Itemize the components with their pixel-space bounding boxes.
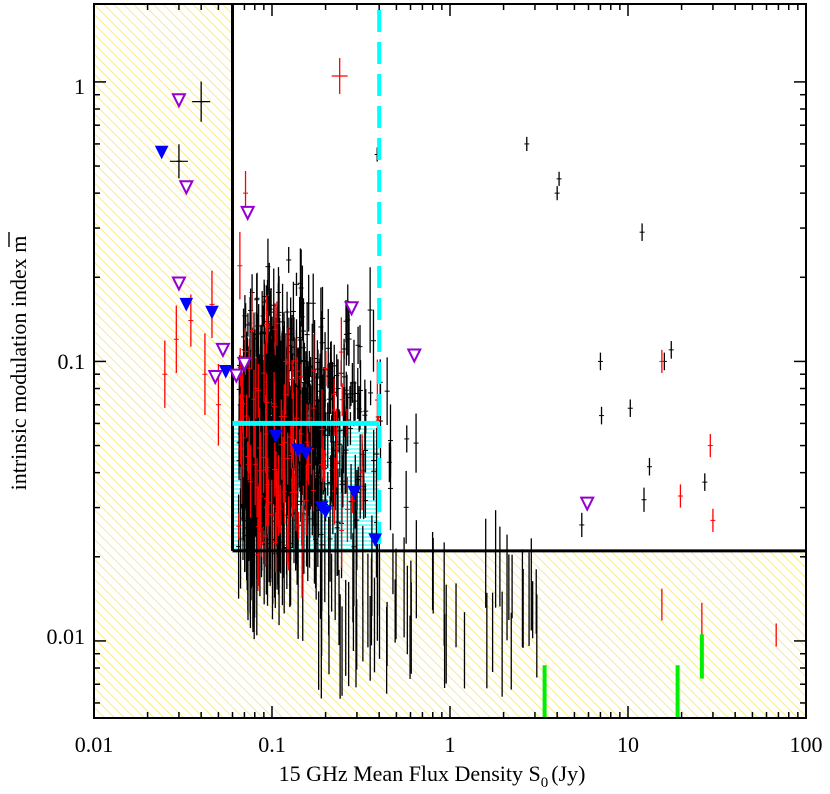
blue-upper-limit bbox=[179, 297, 194, 312]
violet-upper-limit bbox=[207, 369, 223, 386]
blue-upper-limit bbox=[299, 446, 313, 461]
axis-ticks bbox=[93, 4, 806, 718]
x-tick-label-2: 1 bbox=[445, 732, 456, 757]
blue-upper-limit bbox=[205, 305, 219, 320]
violet-upper-limit bbox=[579, 496, 595, 512]
violet-upper-limit bbox=[343, 301, 360, 317]
blue-upper-limit bbox=[347, 485, 362, 500]
violet-upper-limit bbox=[171, 93, 187, 109]
boundary-lines bbox=[231, 4, 806, 553]
x-tick-label-3: 10 bbox=[617, 732, 639, 757]
x-axis-title-unit: (Jy) bbox=[551, 761, 585, 786]
blue-upper-limit bbox=[368, 533, 383, 547]
hatch-left-strip bbox=[94, 4, 233, 718]
x-tick-label-4: 100 bbox=[790, 732, 823, 757]
y-tick-label-1: 0.1 bbox=[58, 349, 86, 374]
violet-upper-limit bbox=[406, 348, 422, 364]
x-tick-label-0: 0.01 bbox=[75, 732, 114, 757]
violet-upper-limit bbox=[215, 342, 231, 359]
y-axis-title: intrinsic modulation index m bbox=[6, 236, 31, 491]
x-axis-title-main: 15 GHz Mean Flux Density S bbox=[279, 761, 541, 786]
x-tick-label-1: 0.1 bbox=[258, 732, 286, 757]
green-points bbox=[542, 634, 704, 718]
blue-upper-limit bbox=[268, 429, 283, 444]
y-tick-label-2: 1 bbox=[74, 74, 85, 99]
y-tick-label-0: 0.01 bbox=[47, 624, 86, 649]
blue-upper-limit bbox=[218, 365, 233, 379]
violet-upper-limit bbox=[240, 205, 256, 222]
upper-limits bbox=[154, 93, 595, 547]
red-points bbox=[162, 57, 777, 647]
violet-upper-limit bbox=[178, 180, 194, 196]
violet-upper-limit bbox=[171, 276, 187, 292]
x-axis-title: 15 GHz Mean Flux Density S0 (Jy) bbox=[279, 761, 586, 791]
violet-upper-limit bbox=[228, 368, 244, 384]
violet-upper-limit bbox=[236, 356, 253, 373]
blue-upper-limit bbox=[318, 505, 333, 519]
blue-upper-limit bbox=[154, 145, 169, 160]
x-axis-title-sub: 0 bbox=[541, 775, 549, 791]
